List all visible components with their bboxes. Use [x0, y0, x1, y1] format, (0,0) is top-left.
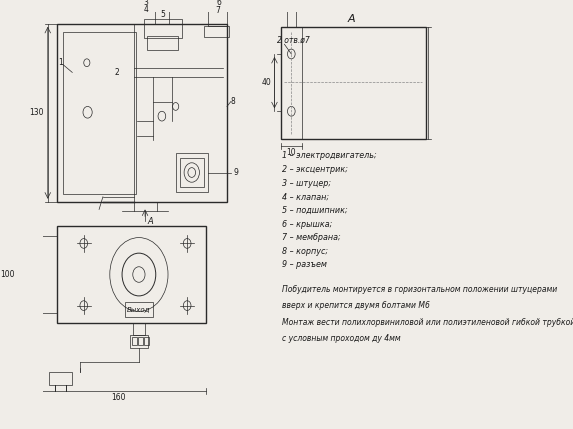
Bar: [286, 9, 296, 27]
Text: 100: 100: [1, 270, 15, 279]
Bar: [284, 6, 298, 11]
Bar: [281, 27, 302, 139]
Text: вверх и крепится двумя болтами М6: вверх и крепится двумя болтами М6: [282, 301, 430, 310]
Bar: [57, 24, 227, 202]
Text: A: A: [347, 14, 355, 24]
Text: с условным проходом ду 4мм: с условным проходом ду 4мм: [282, 334, 401, 343]
Text: Выход: Выход: [127, 306, 151, 312]
Text: 40: 40: [262, 78, 272, 87]
Text: 160: 160: [111, 393, 125, 402]
Text: 4: 4: [143, 5, 148, 14]
Bar: [208, 4, 227, 26]
Text: 9: 9: [233, 168, 238, 177]
Text: 6: 6: [217, 0, 222, 7]
Bar: [179, 158, 204, 187]
Bar: [125, 302, 152, 317]
Bar: [129, 335, 148, 348]
Text: 8 – корпус;: 8 – корпус;: [282, 247, 328, 256]
Text: 3: 3: [143, 0, 148, 7]
Bar: [210, 0, 225, 6]
Bar: [143, 19, 182, 39]
Text: 6 – крышка;: 6 – крышка;: [282, 220, 332, 229]
Text: A: A: [147, 217, 153, 226]
Text: 1: 1: [58, 58, 63, 67]
Bar: [30, 236, 57, 313]
Bar: [63, 32, 136, 194]
Text: 7: 7: [215, 6, 220, 15]
Text: 7 – мембрана;: 7 – мембрана;: [282, 233, 341, 242]
Text: 10: 10: [286, 148, 296, 157]
Text: 3 – штуцер;: 3 – штуцер;: [282, 179, 331, 188]
Text: Монтаж вести полихлорвиниловой или полиэтиленовой гибкой трубкой: Монтаж вести полихлорвиниловой или полиэ…: [282, 317, 573, 326]
Bar: [144, 337, 149, 345]
Bar: [176, 153, 208, 192]
Bar: [154, 0, 170, 3]
Bar: [49, 372, 72, 385]
Text: 2: 2: [115, 68, 119, 77]
Text: Побудитель монтируется в горизонтальном положении штуцерами: Побудитель монтируется в горизонтальном …: [282, 284, 558, 293]
Text: 4 – клапан;: 4 – клапан;: [282, 192, 329, 201]
Text: 2 – эксцентрик;: 2 – эксцентрик;: [282, 165, 348, 174]
Text: 2 отв.ø7: 2 отв.ø7: [277, 36, 309, 45]
Text: 1 – электродвигатель;: 1 – электродвигатель;: [282, 151, 377, 160]
Bar: [132, 337, 136, 345]
Text: 5: 5: [160, 9, 165, 18]
Text: 130: 130: [29, 108, 44, 117]
Bar: [147, 36, 178, 50]
Text: 8: 8: [231, 97, 236, 106]
Bar: [155, 0, 169, 24]
Bar: [133, 323, 145, 335]
Bar: [281, 27, 426, 139]
Bar: [204, 26, 229, 37]
Text: 9 – разъем: 9 – разъем: [282, 260, 327, 269]
Bar: [138, 337, 143, 345]
Text: 5 – подшипник;: 5 – подшипник;: [282, 206, 348, 215]
Bar: [57, 226, 206, 323]
